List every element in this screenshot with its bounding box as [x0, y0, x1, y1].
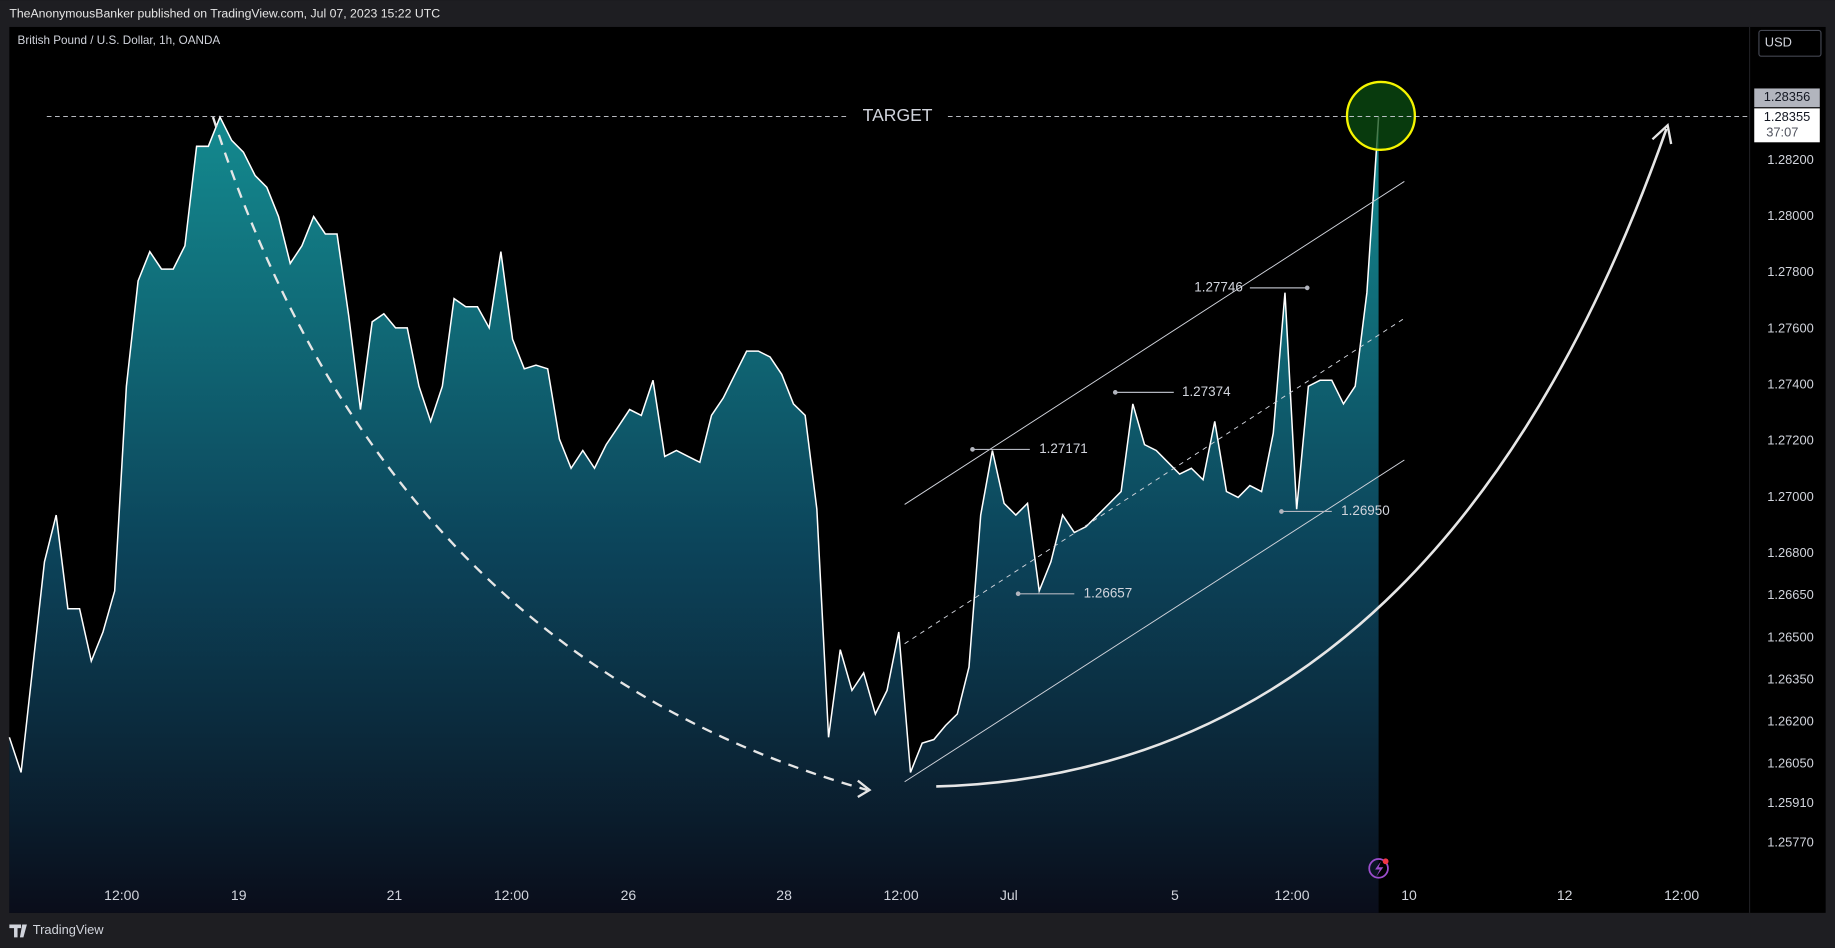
bid-box [1754, 108, 1820, 143]
y-tick-label: 1.27200 [1767, 433, 1813, 448]
event-icon-bolt [1375, 861, 1384, 877]
last-price-label: 1.28356 [1764, 89, 1810, 104]
byline: TheAnonymousBanker published on TradingV… [9, 6, 440, 20]
event-icon[interactable] [1368, 858, 1389, 879]
target-label: TARGET [863, 105, 933, 125]
footer-brand: TradingView [33, 922, 104, 937]
channel-middle [904, 317, 1405, 645]
y-tick-label: 1.27800 [1767, 264, 1813, 279]
symbol-legend: British Pound / U.S. Dollar, 1h, OANDA [18, 34, 221, 47]
currency-button[interactable] [1758, 29, 1822, 57]
x-tick-label: 19 [231, 887, 247, 903]
channel-lower [904, 459, 1405, 783]
bid-price: 1.28355 [1764, 109, 1810, 124]
target-circle [1345, 80, 1417, 152]
price-line [8, 115, 1380, 773]
arrow-head [857, 779, 872, 799]
y-tick-label: 1.26650 [1767, 587, 1813, 602]
dashed-curve [211, 116, 868, 792]
price-label: 1.26950 [1341, 503, 1390, 518]
y-tick-label: 1.27600 [1767, 320, 1813, 335]
x-tick-label: 5 [1171, 887, 1179, 903]
price-label: 1.27171 [1039, 441, 1088, 456]
x-tick-label: 10 [1401, 887, 1417, 903]
drawings [211, 116, 1673, 799]
y-tick-label: 1.26350 [1767, 671, 1813, 686]
footer-logo [9, 924, 27, 938]
channel-upper [904, 181, 1405, 505]
y-tick-label: 1.28200 [1767, 152, 1813, 167]
price-label-dot [1015, 591, 1021, 597]
price-label-dot [1279, 509, 1284, 514]
y-tick-label: 1.27400 [1767, 376, 1813, 391]
x-tick-label: 12:00 [1274, 887, 1309, 903]
y-tick-label: 1.26800 [1767, 545, 1813, 560]
y-tick-label: 1.27000 [1767, 489, 1813, 504]
x-tick-label: 12 [1557, 887, 1573, 903]
x-tick-label: 21 [387, 887, 403, 903]
price-label: 1.27374 [1182, 384, 1231, 399]
x-tick-label: 12:00 [494, 887, 529, 903]
y-tick-label: 1.26500 [1767, 629, 1813, 644]
x-tick-label: 28 [776, 887, 792, 903]
currency-label[interactable]: USD [1765, 35, 1792, 50]
x-tick-label: 12:00 [104, 887, 139, 903]
y-tick-label: 1.28000 [1767, 208, 1813, 223]
countdown: 37:07 [1766, 124, 1798, 139]
y-tick-label: 1.26200 [1767, 714, 1813, 729]
x-tick-label: Jul [1000, 887, 1018, 903]
arrow-head [1651, 122, 1673, 145]
x-tick-label: 12:00 [884, 887, 919, 903]
price-label-dot [1112, 390, 1118, 395]
y-tick-label: 1.26050 [1767, 756, 1813, 771]
x-tick-label: 12:00 [1664, 887, 1699, 903]
price-label: 1.26657 [1084, 585, 1133, 600]
last-price-tag [1754, 88, 1820, 108]
plot [8, 115, 1380, 913]
y-tick-label: 1.25770 [1767, 834, 1813, 849]
projection-curve [936, 128, 1668, 788]
price-label-dot [970, 447, 975, 452]
area-fill [9, 117, 1379, 913]
price-label-dot [1304, 285, 1310, 291]
price-label: 1.27746 [1194, 279, 1243, 294]
y-tick-label: 1.25910 [1767, 795, 1813, 810]
x-tick-label: 26 [621, 887, 637, 903]
event-dot [1382, 858, 1389, 865]
